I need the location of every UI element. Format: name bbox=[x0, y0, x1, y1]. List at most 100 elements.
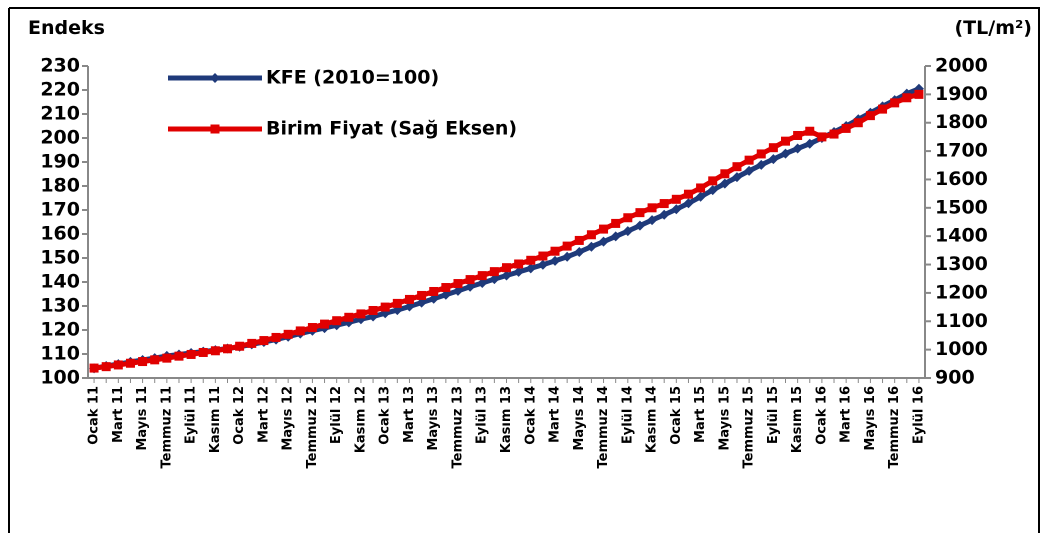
y-tick-label: 170 bbox=[40, 199, 80, 221]
y2-tick-label: 1000 bbox=[935, 338, 988, 360]
data-point bbox=[477, 271, 487, 281]
data-point bbox=[537, 259, 548, 270]
data-point bbox=[392, 298, 402, 308]
data-point bbox=[598, 236, 609, 247]
data-point bbox=[695, 191, 706, 202]
data-point bbox=[320, 319, 330, 329]
data-point bbox=[792, 143, 803, 154]
data-point bbox=[707, 185, 718, 196]
x-tick-label: Mayıs 15 bbox=[717, 386, 732, 451]
y-tick-label: 230 bbox=[40, 55, 80, 77]
x-tick-label: Temmuz 16 bbox=[887, 386, 902, 469]
data-point bbox=[804, 138, 815, 149]
y-tick-label: 200 bbox=[40, 127, 80, 149]
data-point bbox=[417, 290, 427, 300]
x-tick-label: Ocak 14 bbox=[523, 386, 538, 445]
y-tick-label: 130 bbox=[40, 295, 80, 317]
data-point bbox=[113, 360, 123, 370]
data-point bbox=[550, 246, 560, 256]
data-point bbox=[647, 203, 657, 213]
x-tick-label: Mart 12 bbox=[256, 386, 271, 443]
data-point bbox=[428, 293, 439, 304]
data-point bbox=[780, 148, 791, 159]
data-point bbox=[307, 323, 317, 333]
data-point bbox=[502, 263, 511, 273]
y-tick-label: 100 bbox=[40, 367, 80, 389]
data-point bbox=[441, 283, 451, 293]
legend-marker bbox=[210, 124, 220, 134]
data-point bbox=[634, 220, 645, 231]
data-point bbox=[404, 294, 414, 304]
data-point bbox=[513, 266, 524, 277]
data-point bbox=[259, 336, 269, 346]
data-point bbox=[538, 251, 548, 261]
data-point bbox=[781, 136, 790, 146]
data-point bbox=[793, 130, 803, 140]
data-point bbox=[768, 154, 779, 165]
x-tick-label: Eylül 16 bbox=[911, 386, 926, 444]
y2-tick-label: 1400 bbox=[935, 225, 988, 247]
data-point bbox=[89, 363, 99, 373]
data-point bbox=[562, 241, 572, 251]
x-tick-label: Kasım 15 bbox=[790, 386, 805, 453]
x-tick-label: Temmuz 12 bbox=[305, 386, 320, 469]
data-point bbox=[440, 289, 451, 300]
data-point bbox=[914, 89, 924, 99]
x-tick-label: Kasım 13 bbox=[499, 386, 514, 453]
y2-tick-label: 1200 bbox=[935, 281, 988, 303]
x-tick-label: Mayıs 16 bbox=[863, 386, 878, 451]
data-point bbox=[429, 286, 439, 296]
data-point bbox=[489, 267, 499, 277]
data-point bbox=[150, 355, 160, 365]
data-point bbox=[344, 312, 354, 322]
data-point bbox=[647, 215, 658, 226]
data-point bbox=[235, 341, 245, 351]
x-tick-label: Kasım 14 bbox=[645, 386, 660, 453]
y-axis-label: Endeks bbox=[28, 17, 105, 39]
data-point bbox=[162, 353, 172, 363]
data-point bbox=[890, 98, 900, 108]
data-point bbox=[186, 349, 196, 359]
data-point bbox=[477, 277, 488, 288]
data-point bbox=[562, 251, 573, 262]
x-tick-label: Temmuz 14 bbox=[596, 386, 611, 469]
x-tick-label: Temmuz 11 bbox=[159, 386, 174, 469]
x-tick-label: Temmuz 13 bbox=[450, 386, 465, 469]
x-tick-label: Temmuz 15 bbox=[742, 386, 757, 469]
data-point bbox=[611, 218, 621, 228]
y2-tick-label: 1700 bbox=[935, 140, 988, 162]
data-point bbox=[635, 208, 645, 218]
y-tick-label: 160 bbox=[40, 223, 80, 245]
x-tick-label: Eylül 11 bbox=[184, 386, 199, 444]
data-point bbox=[683, 198, 694, 209]
data-point bbox=[574, 235, 584, 245]
data-point bbox=[283, 329, 293, 339]
data-point bbox=[526, 255, 536, 265]
data-point bbox=[247, 338, 257, 348]
data-point bbox=[525, 263, 536, 274]
legend-label: KFE (2010=100) bbox=[266, 67, 439, 89]
x-tick-label: Ocak 16 bbox=[814, 386, 829, 445]
data-point bbox=[708, 176, 718, 186]
data-point bbox=[356, 309, 366, 319]
data-point bbox=[404, 301, 415, 312]
y2-tick-label: 900 bbox=[935, 367, 975, 389]
data-point bbox=[732, 162, 742, 172]
data-point bbox=[671, 204, 682, 215]
x-tick-label: Eylül 14 bbox=[620, 386, 635, 444]
data-point bbox=[756, 149, 766, 159]
data-point bbox=[683, 189, 693, 199]
x-tick-label: Mayıs 11 bbox=[135, 386, 150, 451]
y2-tick-label: 1600 bbox=[935, 168, 988, 190]
data-point bbox=[744, 155, 754, 165]
y-tick-label: 140 bbox=[40, 271, 80, 293]
data-point bbox=[865, 111, 875, 121]
data-point bbox=[805, 126, 815, 136]
x-tick-label: Ocak 12 bbox=[232, 386, 247, 445]
data-point bbox=[380, 302, 390, 312]
data-point bbox=[453, 279, 463, 289]
data-point bbox=[489, 274, 500, 285]
data-point bbox=[719, 178, 730, 189]
data-point bbox=[271, 332, 281, 342]
